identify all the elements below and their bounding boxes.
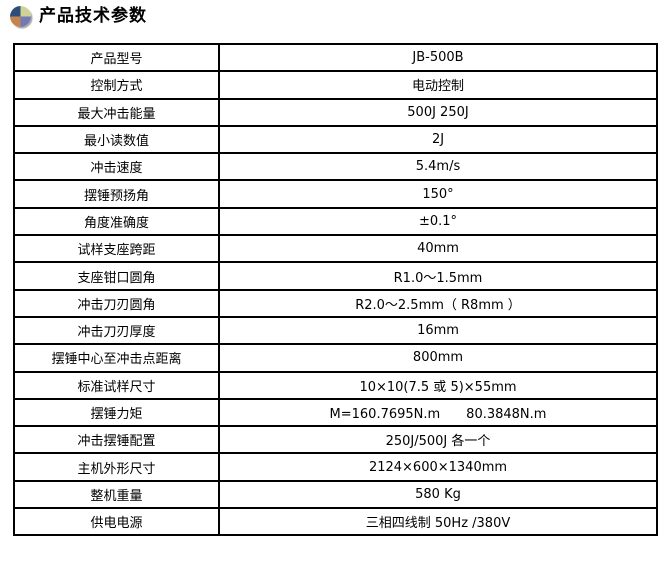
spec-value: M=160.7695N.m 80.3848N.m [218,397,658,428]
table-row: 试样支座跨距 40mm [13,234,658,264]
spec-value: R1.0～1.5mm [218,261,658,291]
spec-value: 16mm [218,315,658,346]
spec-value: JB-500B [218,42,658,73]
table-row: 整机重量 580 Kg [13,479,658,510]
spec-label: 整机重量 [13,479,220,510]
spec-label: 支座钳口圆角 [13,261,220,291]
table-row: 摆锤预扬角 150° [13,179,658,209]
section-header: 产品技术参数 [10,6,147,27]
spec-label: 冲击刀刃厚度 [13,315,220,346]
spec-value: 10×10(7.5 或 5)×55mm [218,370,658,400]
table-row: 产品型号 JB-500B [13,42,658,73]
spec-value: 5.4m/s [218,152,658,182]
spec-table: 产品型号 JB-500B 控制方式 电动控制 最大冲击能量 500J 250J … [13,42,658,537]
spec-value: 电动控制 [218,70,658,100]
table-row: 冲击刀刃厚度 16mm [13,315,658,346]
pie-chart-icon [10,6,31,27]
spec-label: 供电电源 [13,507,220,537]
spec-label: 主机外形尺寸 [13,452,220,482]
spec-label: 最大冲击能量 [13,97,220,127]
spec-label: 角度准确度 [13,206,220,237]
table-row: 最大冲击能量 500J 250J [13,97,658,127]
table-row: 主机外形尺寸 2124×600×1340mm [13,452,658,482]
spec-label: 冲击摆锤配置 [13,425,220,455]
table-row: 角度准确度 ±0.1° [13,206,658,237]
spec-value: 2124×600×1340mm [218,452,658,482]
spec-value: 250J/500J 各一个 [218,425,658,455]
table-row: 摆锤中心至冲击点距离 800mm [13,343,658,373]
table-row: 支座钳口圆角 R1.0～1.5mm [13,261,658,291]
spec-label: 控制方式 [13,70,220,100]
spec-label: 产品型号 [13,42,220,73]
spec-value: 40mm [218,234,658,264]
spec-value: ±0.1° [218,206,658,237]
spec-value: 150° [218,179,658,209]
spec-label: 摆锤预扬角 [13,179,220,209]
spec-value: 三相四线制 50Hz /380V [218,507,658,537]
spec-value: 800mm [218,343,658,373]
spec-label: 试样支座跨距 [13,234,220,264]
spec-label: 摆锤中心至冲击点距离 [13,343,220,373]
spec-label: 最小读数值 [13,124,220,155]
table-row: 控制方式 电动控制 [13,70,658,100]
table-row: 标准试样尺寸 10×10(7.5 或 5)×55mm [13,370,658,400]
spec-value: R2.0～2.5mm（ R8mm ） [218,288,658,318]
table-row: 冲击刀刃圆角 R2.0～2.5mm（ R8mm ） [13,288,658,318]
table-row: 供电电源 三相四线制 50Hz /380V [13,507,658,537]
page-title: 产品技术参数 [39,6,147,26]
spec-label: 冲击速度 [13,152,220,182]
spec-label: 摆锤力矩 [13,397,220,428]
spec-value: 580 Kg [218,479,658,510]
table-row: 冲击速度 5.4m/s [13,152,658,182]
table-row: 摆锤力矩 M=160.7695N.m 80.3848N.m [13,397,658,428]
table-row: 最小读数值 2J [13,124,658,155]
spec-value: 500J 250J [218,97,658,127]
table-row: 冲击摆锤配置 250J/500J 各一个 [13,425,658,455]
spec-value: 2J [218,124,658,155]
spec-label: 标准试样尺寸 [13,370,220,400]
spec-label: 冲击刀刃圆角 [13,288,220,318]
